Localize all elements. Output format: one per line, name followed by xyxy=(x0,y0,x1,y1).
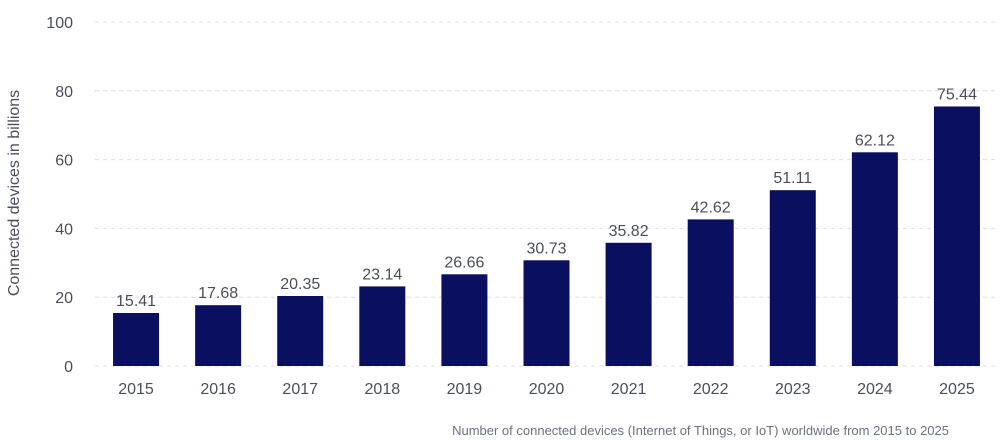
chart-caption: Number of connected devices (Internet of… xyxy=(452,423,949,438)
x-tick-label-2021: 2021 xyxy=(611,381,647,398)
value-label-2024: 62.12 xyxy=(855,132,895,149)
value-label-2016: 17.68 xyxy=(198,285,238,302)
x-tick-label-2019: 2019 xyxy=(447,381,483,398)
y-tick-label: 40 xyxy=(55,221,73,238)
x-tick-label-2018: 2018 xyxy=(365,381,401,398)
y-tick-label: 60 xyxy=(55,153,73,170)
bars xyxy=(113,106,980,367)
x-tick-label-2017: 2017 xyxy=(282,381,318,398)
bar-2016 xyxy=(195,305,242,366)
bar-2025 xyxy=(933,106,980,367)
value-label-2017: 20.35 xyxy=(280,276,320,293)
y-tick-label: 100 xyxy=(46,15,73,32)
x-tick-label-2015: 2015 xyxy=(118,381,154,398)
bar-2017 xyxy=(277,295,324,366)
y-tick-label: 80 xyxy=(55,84,73,101)
bar-2015 xyxy=(113,312,160,366)
bar-2020 xyxy=(523,260,570,366)
value-label-2022: 42.62 xyxy=(691,199,731,216)
x-tick-label-2016: 2016 xyxy=(200,381,236,398)
value-label-2015: 15.41 xyxy=(116,293,156,310)
value-label-2020: 30.73 xyxy=(526,240,566,257)
y-tick-label: 0 xyxy=(64,359,73,376)
bar-2023 xyxy=(769,190,816,366)
value-label-2019: 26.66 xyxy=(444,254,484,271)
y-axis-ticks: 0 20 40 60 80 100 xyxy=(46,15,73,376)
value-label-2025: 75.44 xyxy=(937,86,977,103)
value-label-2018: 23.14 xyxy=(362,266,402,283)
bar-2019 xyxy=(441,274,488,366)
bar-2022 xyxy=(687,219,734,366)
bar-2018 xyxy=(359,286,406,366)
value-labels: 15.41 17.68 20.35 23.14 26.66 30.73 35.82 42.62… xyxy=(116,86,977,310)
bar-2024 xyxy=(851,152,898,366)
x-tick-label-2020: 2020 xyxy=(529,381,565,398)
y-tick-label: 20 xyxy=(55,290,73,307)
x-tick-label-2023: 2023 xyxy=(775,381,811,398)
x-tick-label-2022: 2022 xyxy=(693,381,729,398)
x-axis-ticks: 2015 2016 2017 2018 2019 2020 2021 2022 2023 2024… xyxy=(118,381,975,398)
y-axis-title: Connected devices in billions xyxy=(6,90,23,296)
bar-2021 xyxy=(605,242,652,366)
x-tick-label-2024: 2024 xyxy=(857,381,893,398)
x-tick-label-2025: 2025 xyxy=(939,381,975,398)
value-label-2023: 51.11 xyxy=(773,170,812,187)
value-label-2021: 35.82 xyxy=(609,223,649,240)
